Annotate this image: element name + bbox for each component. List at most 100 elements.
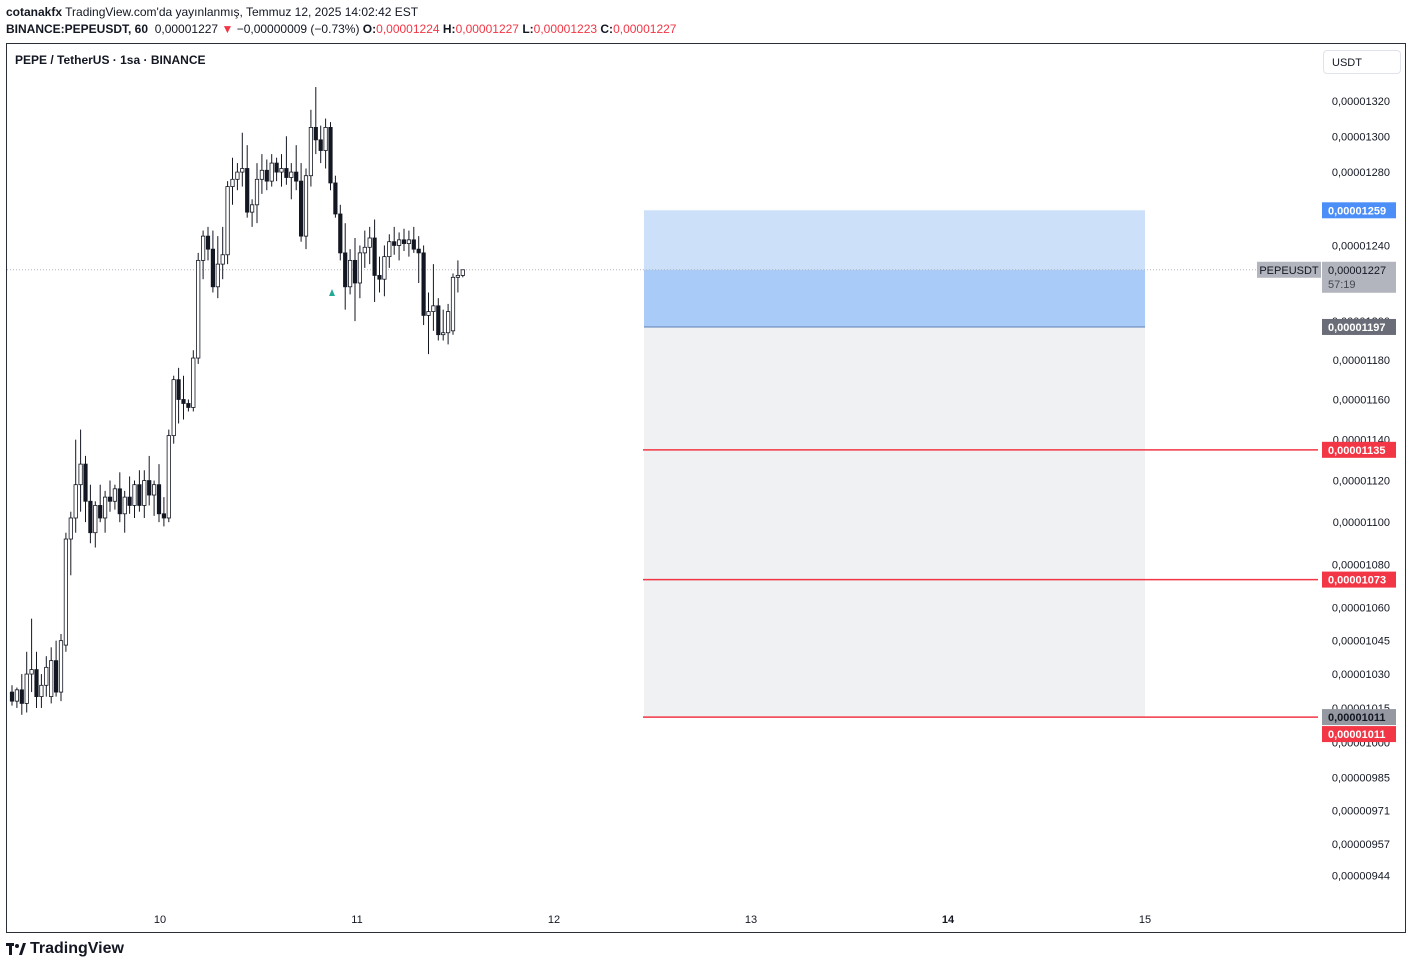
- candle-body: [328, 127, 333, 184]
- candle-body: [24, 673, 29, 704]
- x-tick-label: 10: [154, 914, 166, 926]
- candle-body: [200, 235, 206, 261]
- candle-body: [426, 311, 431, 316]
- candle-body: [245, 168, 250, 213]
- candle-body: [235, 171, 240, 180]
- currency-selector[interactable]: USDT: [1323, 50, 1401, 74]
- candle-body: [9, 691, 15, 702]
- candle-body: [14, 689, 19, 702]
- candle-body: [78, 463, 83, 486]
- candle-body: [259, 169, 265, 180]
- candle-body: [181, 399, 186, 404]
- candle-body: [215, 263, 220, 288]
- price-label: 0,00001197: [1328, 322, 1386, 334]
- price-label: 0,00001011: [1328, 729, 1386, 741]
- candle-body: [279, 168, 284, 173]
- candle-body: [68, 517, 73, 540]
- candle-body: [450, 276, 456, 332]
- author: cotanakfx: [6, 5, 63, 19]
- symbol-label: BINANCE:PEPEUSDT, 60: [6, 22, 149, 36]
- candle-body: [93, 505, 98, 534]
- low-label: L:: [522, 22, 534, 36]
- candle-body: [372, 237, 377, 276]
- high-value: 0,00001227: [455, 22, 519, 36]
- open-label: O:: [362, 22, 377, 36]
- x-tick-label: 13: [745, 914, 757, 926]
- x-tick-label: 12: [548, 914, 560, 926]
- candle-body: [225, 186, 230, 256]
- candle-body: [88, 500, 93, 534]
- entry-zone: [644, 269, 1145, 327]
- candle-body: [19, 689, 24, 704]
- candle-body: [352, 259, 358, 284]
- symbol-label: PEPEUSDT: [1259, 265, 1319, 277]
- candle-body: [318, 139, 323, 151]
- candle-body: [44, 666, 49, 686]
- price-label-bg: [1322, 441, 1396, 458]
- last-price-label: 0,00001227: [1328, 265, 1386, 277]
- candle-body: [367, 237, 372, 248]
- price-label-bg: [1322, 726, 1396, 743]
- tradingview-icon: [6, 943, 26, 955]
- candle-body: [49, 660, 54, 698]
- candle-body: [137, 484, 142, 506]
- candle-body: [445, 311, 451, 334]
- y-tick-label: 0,00001080: [1332, 560, 1390, 572]
- candle-body: [107, 496, 113, 502]
- candle-body: [220, 254, 225, 265]
- countdown-label: 57:19: [1328, 279, 1356, 291]
- tradingview-logo[interactable]: TradingView: [6, 940, 124, 958]
- stop-zone: [644, 326, 1145, 718]
- candle-body: [436, 305, 441, 336]
- signal-marker-icon: [329, 289, 335, 296]
- change-value: −0,00000009 (−0.73%): [236, 22, 360, 36]
- y-tick-label: 0,00001180: [1333, 355, 1390, 367]
- candle-body: [377, 275, 382, 280]
- target-zone: [644, 210, 1145, 270]
- candle-body: [132, 484, 137, 506]
- candle-body: [34, 669, 39, 698]
- candle-body: [421, 252, 426, 316]
- header-line-2: BINANCE:PEPEUSDT, 60 0,00001227 ▼ −0,000…: [6, 22, 676, 36]
- brand-name: TradingView: [30, 940, 124, 957]
- candle-body: [294, 171, 299, 182]
- published-note: TradingView.com'da yayınlanmış, Temmuz 1…: [65, 5, 419, 19]
- close-value: 0,00001227: [613, 22, 677, 36]
- candle-body: [58, 640, 64, 693]
- candle-body: [161, 513, 166, 519]
- candle-body: [387, 241, 392, 258]
- candle-body: [284, 168, 289, 178]
- candle-body: [205, 235, 211, 250]
- candle-body: [186, 403, 191, 408]
- candle-body: [269, 162, 274, 182]
- candle-body: [156, 484, 162, 515]
- candle-body: [455, 275, 461, 278]
- candle-body: [347, 259, 353, 288]
- price-label: 0,00001011: [1328, 712, 1386, 724]
- candle-body: [151, 484, 157, 496]
- candle-body: [401, 239, 407, 244]
- candle-body: [338, 213, 343, 254]
- candle-body: [406, 239, 412, 244]
- chart-frame: [6, 43, 1406, 933]
- candle-body: [392, 241, 397, 246]
- candle-body: [264, 169, 269, 182]
- candle-body: [411, 239, 416, 250]
- price-label-bg: [1322, 709, 1396, 726]
- candle-body: [274, 162, 279, 173]
- last-price-label-bg: [1322, 261, 1396, 293]
- candle-body: [323, 127, 328, 151]
- y-tick-label: 0,00000957: [1332, 839, 1390, 851]
- candle-body: [98, 505, 103, 519]
- y-tick-label: 0,00001100: [1333, 517, 1390, 529]
- y-tick-label: 0,00000971: [1332, 805, 1390, 817]
- price-label: 0,00001135: [1328, 445, 1386, 457]
- candle-body: [357, 252, 363, 284]
- symbol-label-bg: [1257, 261, 1321, 278]
- candle-body: [196, 259, 201, 359]
- candle-body: [230, 178, 235, 187]
- candle-body: [29, 669, 34, 675]
- y-tick-label: 0,00001060: [1332, 603, 1390, 615]
- candle-body: [313, 127, 318, 141]
